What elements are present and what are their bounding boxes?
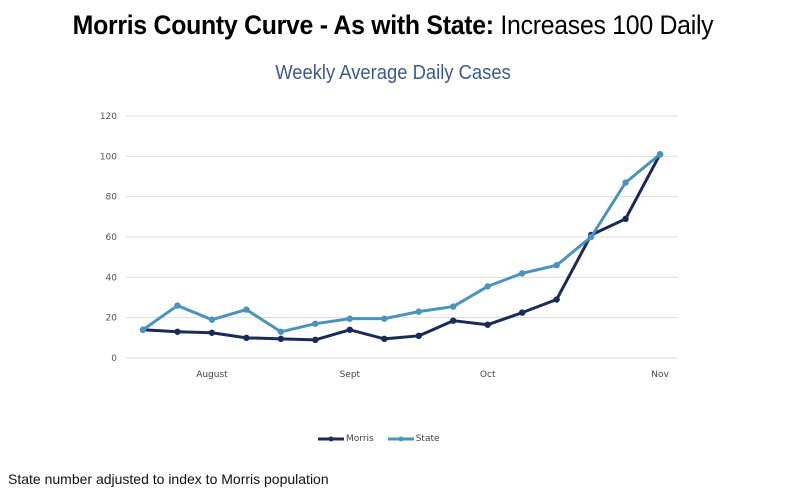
data-point-morris <box>450 317 457 324</box>
data-point-state <box>415 308 422 315</box>
data-point-state <box>656 151 664 158</box>
y-tick-label: 40 <box>106 273 118 283</box>
data-point-state <box>174 302 181 309</box>
data-point-morris <box>553 296 560 303</box>
legend-item-morris: Morris <box>318 434 374 444</box>
series-layer <box>139 151 664 344</box>
data-point-state <box>243 306 250 313</box>
data-point-morris <box>381 335 388 343</box>
data-point-morris <box>312 336 319 344</box>
data-point-state <box>346 315 354 322</box>
legend-marker-morris <box>318 436 344 442</box>
x-tick-label: Oct <box>480 370 496 380</box>
data-point-morris <box>208 329 216 336</box>
x-axis-ticks: August Sept Oct Nov <box>196 370 669 380</box>
data-point-morris <box>277 335 285 343</box>
series-line-state <box>142 153 662 334</box>
y-tick-label: 0 <box>111 354 117 364</box>
data-point-morris <box>484 321 491 328</box>
y-tick-label: 60 <box>106 233 118 243</box>
y-tick-label: 100 <box>100 152 117 162</box>
data-point-state <box>518 270 526 277</box>
x-tick-label: Sept <box>340 370 361 380</box>
data-point-state <box>587 233 595 241</box>
data-point-state <box>450 303 457 310</box>
data-point-morris <box>415 332 422 340</box>
data-point-state <box>381 315 388 322</box>
data-point-state <box>312 320 319 327</box>
grid-lines <box>126 115 678 359</box>
y-tick-label: 20 <box>106 314 118 324</box>
data-point-morris <box>174 328 181 335</box>
data-point-state <box>484 283 491 290</box>
data-point-morris <box>518 309 526 316</box>
legend-item-state: State <box>387 434 440 444</box>
legend: Morris State <box>318 434 440 444</box>
data-point-state <box>139 326 147 333</box>
legend-label-state: State <box>415 434 440 444</box>
data-point-morris <box>346 326 354 333</box>
data-point-state <box>208 316 216 323</box>
x-tick-label: August <box>196 370 228 380</box>
x-tick-label: Nov <box>651 370 669 380</box>
chart-title: Weekly Average Daily Cases <box>275 62 511 84</box>
y-tick-label: 120 <box>100 112 117 122</box>
slide-title: Morris County Curve - As with State: Inc… <box>31 10 754 41</box>
slide-title-bold: Morris County Curve - As with State: <box>72 10 494 40</box>
y-axis-ticks: 0 20 40 60 80 100 120 <box>100 112 117 364</box>
footnote: State number adjusted to index to Morris… <box>8 471 329 487</box>
data-point-state <box>622 179 629 186</box>
legend-marker-state <box>387 436 414 442</box>
legend-label-morris: Morris <box>346 434 374 444</box>
series-state <box>139 151 664 335</box>
data-point-morris <box>243 334 250 342</box>
slide-title-normal: Increases 100 Daily <box>500 10 714 40</box>
y-tick-label: 80 <box>106 193 118 203</box>
data-point-morris <box>622 215 629 223</box>
data-point-state <box>277 328 285 335</box>
series-line-morris <box>142 153 662 342</box>
data-point-state <box>553 262 560 269</box>
